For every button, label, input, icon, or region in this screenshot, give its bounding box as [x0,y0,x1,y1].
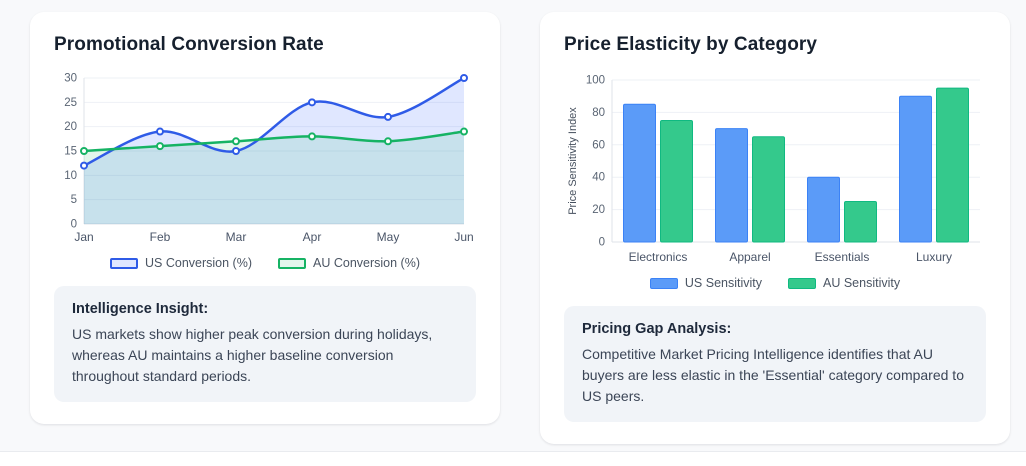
price-elasticity-card: Price Elasticity by Category 0 20 40 60 80 10… [540,12,1010,444]
legend-swatch [278,257,306,269]
legend-swatch [649,277,678,289]
insight-text: US markets show higher peak conversion d… [72,326,433,384]
svg-text:100: 100 [586,75,605,87]
svg-text:Feb: Feb [150,230,171,244]
line-chart-legend: US Conversion (%) AU Conversion (%) [54,256,476,270]
svg-text:20: 20 [64,121,77,133]
svg-text:Apparel: Apparel [729,250,770,264]
svg-text:Jan: Jan [74,230,93,244]
svg-text:Electronics: Electronics [629,250,688,264]
svg-text:5: 5 [71,194,77,206]
svg-text:0: 0 [71,219,77,231]
svg-text:15: 15 [64,146,77,158]
svg-text:May: May [377,230,400,244]
card-title-conversion: Promotional Conversion Rate [54,34,324,55]
legend-label: US Sensitivity [684,276,762,290]
legend-swatch [110,257,139,269]
line-chart: 0 5 10 15 20 25 30 Jan Feb Mar Apr May Jun [64,73,473,245]
svg-text:Jun: Jun [454,230,473,244]
svg-text:Luxury: Luxury [916,250,952,264]
insight-text: Competitive Market Pricing Intelligence … [582,346,964,404]
legend-label: US Conversion (%) [145,256,252,270]
legend-label: AU Conversion (%) [313,256,420,270]
svg-text:30: 30 [64,73,77,85]
svg-text:Mar: Mar [226,230,247,244]
svg-text:Price Sensitivity Index: Price Sensitivity Index [567,107,579,215]
svg-text:Apr: Apr [303,230,322,244]
bar-chart-legend: US Sensitivity AU Sensitivity [564,276,986,290]
svg-text:25: 25 [64,97,77,109]
svg-text:Essentials: Essentials [815,250,870,264]
conversion-rate-card: Promotional Conversion Rate 0 5 10 15 20 25 30… [30,12,500,424]
legend-swatch [788,277,816,289]
legend-item[interactable]: AU Conversion (%) [278,256,420,270]
insight-box-conversion: Intelligence Insight: US markets show hi… [54,286,476,402]
card-title-elasticity: Price Elasticity by Category [564,34,818,55]
svg-text:10: 10 [64,170,77,182]
legend-label: AU Sensitivity [823,276,901,290]
svg-text:60: 60 [592,139,605,151]
svg-text:0: 0 [599,237,605,249]
svg-text:20: 20 [592,204,605,216]
insight-title: Intelligence Insight: [72,301,209,317]
svg-text:80: 80 [592,107,605,119]
insight-title: Pricing Gap Analysis: [582,321,732,337]
bar-chart: 0 20 40 60 80 100 Price Sensitivity Index Elect… [567,75,980,264]
legend-item[interactable]: AU Sensitivity [788,276,900,290]
insight-box-pricing: Pricing Gap Analysis: Competitive Market… [564,306,986,422]
svg-text:40: 40 [592,172,605,184]
legend-item[interactable]: US Conversion (%) [110,256,252,270]
legend-item[interactable]: US Sensitivity [649,276,762,290]
